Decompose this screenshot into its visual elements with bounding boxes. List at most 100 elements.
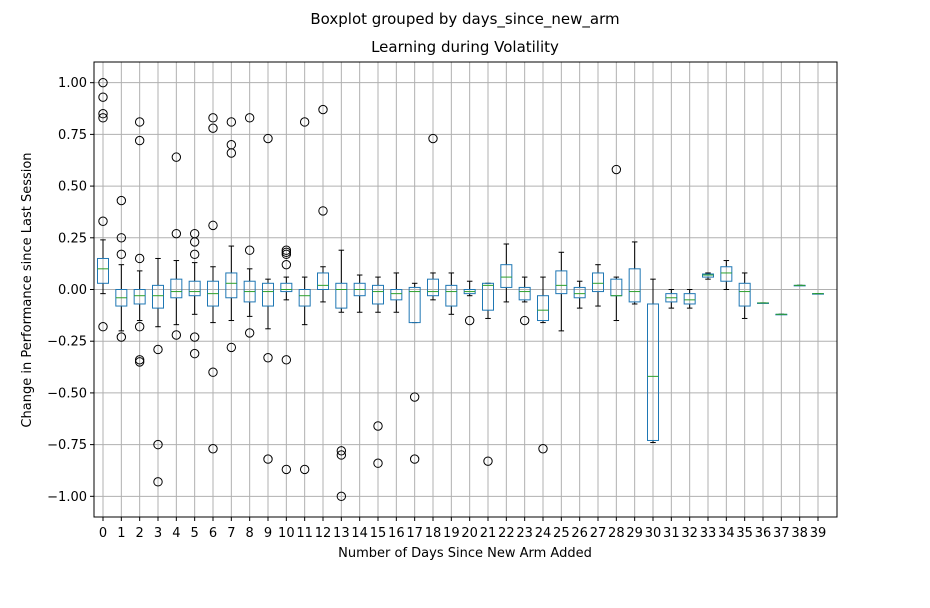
box-group [298, 117, 311, 475]
x-tick-label: 5 [191, 526, 199, 541]
outlier-point [208, 123, 218, 133]
outlier-point [134, 253, 145, 264]
box-group [702, 272, 714, 280]
iqr-box [628, 268, 641, 303]
y-tick-label: 0.50 [58, 180, 87, 195]
outlier-point [189, 237, 200, 247]
box-group [500, 243, 513, 303]
iqr-box [390, 289, 403, 301]
grid-layer [94, 62, 837, 517]
x-tick-label: 25 [553, 526, 570, 541]
outlier-point [116, 332, 127, 342]
box-group [207, 113, 219, 454]
iqr-box [152, 284, 164, 309]
outlier-point [336, 491, 347, 502]
iqr-box [298, 289, 311, 307]
x-tick-label: 4 [172, 526, 180, 541]
outlier-point [244, 245, 255, 255]
box-group [152, 257, 164, 487]
y-tick-label: −0.25 [47, 335, 87, 350]
x-tick-label: 39 [810, 526, 827, 541]
box-group [647, 278, 659, 444]
x-tick-label: 20 [461, 526, 478, 541]
x-tick-label: 23 [516, 526, 533, 541]
outlier-point [409, 392, 420, 402]
x-tick-label: 10 [278, 526, 295, 541]
outlier-point [336, 446, 347, 456]
outlier-point [373, 421, 383, 431]
x-tick-label: 36 [755, 526, 772, 541]
x-tick-label: 7 [227, 526, 235, 541]
iqr-box [133, 289, 146, 305]
outlier-point [611, 164, 622, 175]
outlier-point [281, 464, 292, 475]
x-tick-label: 3 [154, 526, 162, 541]
outlier-point [244, 328, 255, 338]
box-group [793, 284, 806, 287]
x-tick-label: 12 [315, 526, 332, 541]
x-tick-label: 18 [425, 526, 442, 541]
box-group [133, 117, 146, 367]
x-tick-label: 14 [351, 526, 368, 541]
box-group [188, 228, 201, 359]
box-group [665, 289, 678, 309]
box-group [390, 272, 403, 313]
outlier-point [134, 135, 145, 146]
x-tick-label: 6 [209, 526, 217, 541]
x-tick-label: 16 [388, 526, 405, 541]
outlier-point [98, 109, 108, 119]
iqr-box [188, 280, 201, 297]
iqr-box [482, 282, 494, 311]
x-tick-label: 29 [626, 526, 643, 541]
outlier-point [171, 228, 182, 239]
box-group [592, 264, 604, 307]
iqr-box [280, 282, 293, 293]
box-group [610, 164, 623, 322]
box-group [738, 272, 751, 319]
box-group [317, 104, 329, 303]
y-tick-label: −0.50 [47, 386, 87, 401]
outlier-point [116, 195, 127, 206]
outlier-point [171, 330, 182, 340]
y-tick-label: 0.75 [58, 128, 87, 143]
x-tick-label: 34 [718, 526, 735, 541]
x-tick-label: 28 [608, 526, 625, 541]
x-tick-label: 21 [480, 526, 497, 541]
iqr-box [537, 295, 549, 322]
x-tick-label: 31 [663, 526, 680, 541]
outlier-point [373, 458, 383, 468]
x-tick-label: 8 [246, 526, 254, 541]
outlier-point [98, 322, 108, 332]
box-group [225, 117, 238, 353]
outlier-point [538, 444, 548, 454]
iqr-box [408, 286, 421, 324]
chart-suptitle: Boxplot grouped by days_since_new_arm [310, 10, 619, 29]
outlier-point [189, 249, 200, 260]
outlier-point [483, 456, 493, 466]
outlier-point [153, 477, 163, 487]
y-tick-label: 1.00 [58, 76, 87, 91]
outlier-point [318, 104, 328, 115]
iqr-box [170, 278, 183, 299]
iqr-box [683, 293, 696, 305]
x-tick-label: 11 [296, 526, 313, 541]
box-group [537, 276, 549, 454]
outlier-point [281, 355, 292, 365]
iqr-box [317, 272, 329, 291]
y-axis-label: Change in Performance since Last Session [20, 152, 35, 427]
outlier-point [226, 148, 237, 158]
outlier-point [244, 113, 255, 123]
outlier-point [299, 117, 310, 127]
x-tick-label: 37 [773, 526, 790, 541]
y-tick-label: −1.00 [47, 490, 87, 505]
outlier-point [98, 216, 108, 226]
box-group [243, 113, 256, 338]
outlier-point [189, 348, 200, 359]
iqr-box [372, 284, 384, 305]
outlier-point [134, 357, 145, 367]
outlier-point [208, 444, 218, 454]
box-group [482, 282, 494, 466]
iqr-box [720, 266, 733, 282]
iqr-box [225, 272, 238, 299]
